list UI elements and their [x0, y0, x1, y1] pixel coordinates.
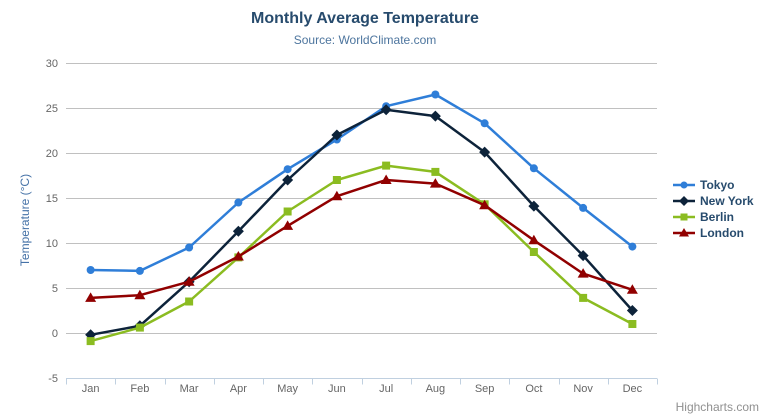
y-axis-label: 25 [46, 103, 58, 115]
series-london [85, 174, 638, 302]
legend-item-tokyo[interactable]: Tokyo [673, 177, 754, 193]
x-axis-label: Jan [82, 383, 100, 395]
series-point-new-york [528, 200, 540, 212]
chart-subtitle: Source: WorldClimate.com [293, 33, 437, 47]
legend-label: London [700, 226, 744, 240]
series-point-london [626, 284, 638, 294]
y-axis-labels: -5 0 5 10 15 20 25 30 [46, 58, 58, 385]
series-point-tokyo [86, 266, 95, 274]
series-point-tokyo [135, 266, 144, 275]
series-point-berlin [579, 293, 588, 302]
export-menu-button[interactable] [728, 16, 756, 40]
y-gridlines [66, 63, 657, 379]
series-point-berlin [529, 248, 538, 256]
series-point-london [528, 234, 540, 245]
legend-item-berlin[interactable]: Berlin [673, 209, 754, 225]
x-axis-label: Nov [573, 383, 593, 395]
series-point-tokyo [480, 119, 489, 128]
series-point-london [479, 199, 491, 210]
series-point-berlin [332, 176, 341, 184]
x-axis-label: Dec [623, 383, 643, 395]
y-axis-title: Temperature (°C) [18, 173, 32, 267]
series-point-london [577, 268, 589, 278]
series-point-berlin [628, 320, 637, 328]
y-axis-label: -5 [48, 373, 58, 385]
y-axis-label: 0 [52, 328, 58, 340]
x-axis-label: Aug [426, 383, 446, 395]
legend-label: New York [700, 194, 754, 208]
series-new-york [85, 104, 638, 341]
series-line-berlin [89, 164, 634, 343]
y-axis-label: 20 [46, 148, 58, 160]
series-point-tokyo [234, 198, 243, 207]
x-axis-label: Sep [475, 383, 495, 395]
series-tokyo [86, 90, 637, 275]
series-point-london [331, 190, 343, 201]
series-point-tokyo [431, 90, 440, 99]
x-axis-label: Mar [180, 383, 199, 395]
legend-marker-triangle-icon [673, 228, 695, 237]
legend-item-new-york[interactable]: New York [673, 193, 754, 209]
x-axis-label: Jun [328, 383, 346, 395]
x-axis: Jan Feb Mar Apr May Jun Jul Aug Sep Oct Nov Dec [66, 378, 658, 395]
series-line-new-york [89, 108, 634, 337]
series-point-london [282, 220, 294, 230]
series-point-tokyo [579, 203, 588, 212]
series-point-new-york [331, 129, 343, 141]
series-point-london [429, 178, 441, 188]
x-axis-label: Feb [130, 383, 149, 395]
series-point-new-york [479, 146, 491, 158]
series-point-berlin [283, 207, 292, 216]
y-axis-label: 5 [52, 283, 58, 295]
legend-marker-diamond-icon [673, 196, 695, 206]
series-point-new-york [577, 250, 589, 262]
series-point-london [85, 292, 97, 302]
series-line-tokyo [89, 93, 634, 273]
x-axis-label: Jul [379, 383, 393, 395]
series-point-london [232, 251, 244, 261]
legend-label: Berlin [700, 210, 735, 224]
chart-title: Monthly Average Temperature [251, 10, 479, 27]
y-axis-label: 15 [46, 193, 58, 205]
series-point-berlin [382, 161, 391, 170]
series-point-london [380, 174, 392, 184]
x-axis-label: Apr [230, 383, 247, 395]
legend-marker-square-icon [673, 213, 695, 221]
series-point-tokyo [185, 243, 194, 252]
series-line-london [89, 178, 634, 300]
x-axis-label: Oct [525, 383, 542, 395]
series-point-new-york [429, 110, 441, 122]
y-axis-label: 30 [46, 58, 58, 70]
legend: Tokyo New York Berlin London [673, 177, 754, 241]
series-point-new-york [626, 305, 638, 316]
series-point-berlin [431, 167, 440, 176]
legend-marker-circle-icon [673, 181, 695, 189]
series-point-berlin [185, 297, 194, 306]
series-point-new-york [380, 104, 392, 116]
legend-label: Tokyo [700, 178, 735, 192]
series-point-berlin [86, 337, 95, 346]
highcharts-credit-link[interactable]: Highcharts.com [675, 400, 759, 414]
series-point-tokyo [283, 165, 292, 174]
series-point-new-york [232, 225, 244, 237]
y-axis-label: 10 [46, 238, 58, 250]
series-point-tokyo [628, 242, 637, 251]
series-point-london [183, 276, 195, 286]
legend-item-london[interactable]: London [673, 225, 754, 241]
series-point-london [134, 289, 146, 300]
series-point-new-york [282, 174, 294, 186]
x-axis-label: May [277, 383, 298, 395]
series-point-tokyo [529, 164, 538, 173]
series-point-berlin [135, 323, 144, 332]
